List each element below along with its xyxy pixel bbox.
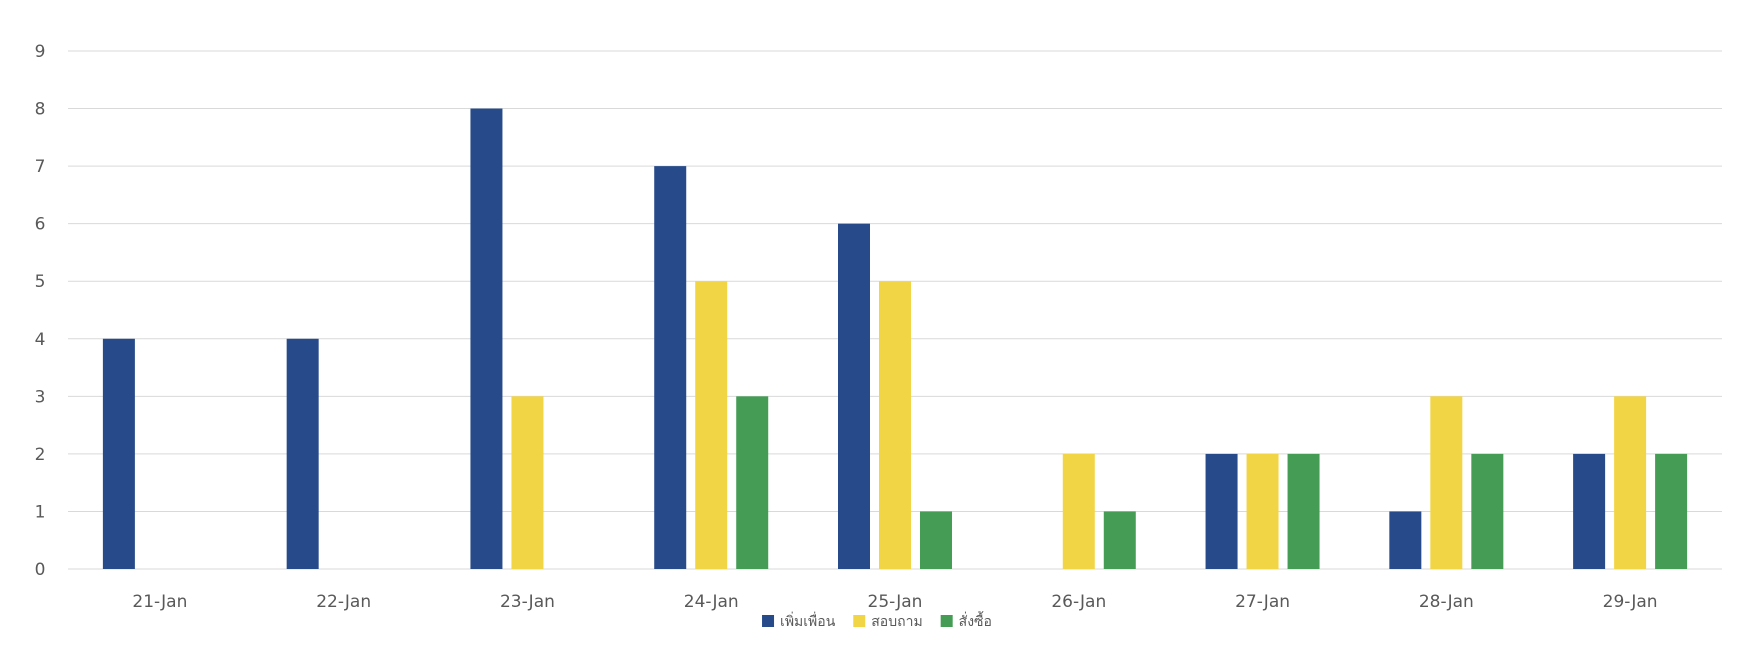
- y-tick-label: 7: [35, 157, 46, 177]
- y-tick-label: 5: [35, 272, 46, 292]
- bar-29-Jan-series-2: [1655, 453, 1688, 569]
- x-axis-ticks: 21-Jan 22-Jan 23-Jan 24-Jan 25-Jan 26-Jan 27-J…: [132, 592, 1657, 612]
- x-tick-label: 25-Jan: [868, 592, 923, 612]
- y-tick-label: 4: [35, 330, 46, 350]
- bar-22-Jan-series-0: [286, 338, 319, 569]
- bar-25-Jan-series-1: [879, 281, 911, 569]
- bar-29-Jan-series-1: [1614, 396, 1647, 569]
- y-tick-label: 8: [35, 100, 46, 120]
- bar-23-Jan-series-0: [470, 108, 503, 570]
- legend-swatch-0: [762, 615, 775, 627]
- legend-label-0: เพิ่มเพื่อน: [780, 612, 836, 630]
- y-tick-label: 0: [35, 560, 46, 580]
- bar-24-Jan-series-2: [736, 396, 769, 569]
- bars: [102, 108, 1688, 570]
- bar-24-Jan-series-0: [654, 166, 687, 569]
- bar-23-Jan-series-1: [511, 396, 544, 569]
- x-tick-label: 28-Jan: [1419, 592, 1474, 612]
- x-tick-label: 24-Jan: [684, 592, 739, 612]
- y-tick-label: 9: [35, 42, 46, 62]
- bar-26-Jan-series-1: [1062, 453, 1095, 569]
- legend-swatch-2: [940, 615, 953, 627]
- legend-label-1: สอบถาม: [871, 614, 922, 630]
- y-tick-label: 1: [35, 502, 46, 522]
- y-tick-label: 2: [35, 445, 46, 465]
- x-tick-label: 26-Jan: [1051, 592, 1106, 612]
- y-tick-label: 3: [35, 387, 46, 407]
- bar-25-Jan-series-2: [920, 511, 952, 569]
- bar-29-Jan-series-0: [1573, 453, 1606, 569]
- x-tick-label: 29-Jan: [1603, 592, 1658, 612]
- bar-25-Jan-series-0: [838, 223, 870, 569]
- bar-28-Jan-series-2: [1471, 453, 1504, 569]
- x-tick-label: 21-Jan: [132, 592, 187, 612]
- x-tick-label: 27-Jan: [1235, 592, 1290, 612]
- bar-27-Jan-series-2: [1287, 453, 1320, 569]
- bar-21-Jan-series-0: [102, 338, 135, 569]
- y-axis-ticks: 0 1 2 3 4 5 6 7 8 9: [35, 42, 46, 580]
- bar-26-Jan-series-2: [1103, 511, 1136, 569]
- legend-swatch-1: [853, 615, 866, 627]
- legend: เพิ่มเพื่อน สอบถาม สั่งซื้อ: [762, 611, 992, 630]
- bar-27-Jan-series-0: [1205, 453, 1238, 569]
- bar-27-Jan-series-1: [1246, 453, 1279, 569]
- bar-28-Jan-series-1: [1430, 396, 1463, 569]
- bar-24-Jan-series-1: [695, 281, 728, 569]
- x-tick-label: 22-Jan: [316, 592, 371, 612]
- legend-label-2: สั่งซื้อ: [959, 611, 992, 630]
- y-tick-label: 6: [35, 215, 46, 235]
- bar-28-Jan-series-0: [1389, 511, 1422, 569]
- x-tick-label: 23-Jan: [500, 592, 555, 612]
